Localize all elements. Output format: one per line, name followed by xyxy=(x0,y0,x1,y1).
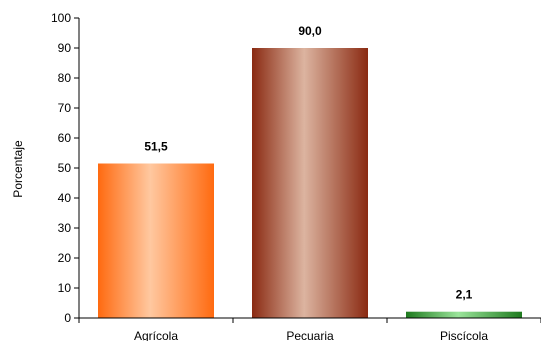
bars: 51,5 90,0 2,1 xyxy=(98,24,522,318)
y-tick-label: 70 xyxy=(58,101,72,115)
x-category-label: Agrícola xyxy=(134,329,178,341)
bar-agrícola xyxy=(98,163,214,318)
x-axis: Agrícola Pecuaria Piscícola xyxy=(78,318,541,341)
bar-piscícola xyxy=(406,311,522,318)
y-tick-label: 40 xyxy=(58,191,72,205)
y-tick-label: 80 xyxy=(58,71,72,85)
y-tick-label: 100 xyxy=(51,11,71,25)
x-category-label: Piscícola xyxy=(440,329,488,341)
data-label: 51,5 xyxy=(144,140,168,154)
y-tick-label: 30 xyxy=(58,221,72,235)
data-label: 2,1 xyxy=(456,288,473,302)
data-label: 90,0 xyxy=(298,24,322,38)
y-tick-label: 90 xyxy=(58,41,72,55)
y-tick-label: 50 xyxy=(58,161,72,175)
y-tick-label: 10 xyxy=(58,281,72,295)
y-tick-label: 20 xyxy=(58,251,72,265)
x-category-label: Pecuaria xyxy=(286,329,334,341)
y-tick-label: 60 xyxy=(58,131,72,145)
bar-pecuaria xyxy=(252,48,368,318)
y-axis-label: Porcentaje xyxy=(11,140,25,198)
y-tick-label: 0 xyxy=(64,311,71,325)
y-axis: 0 10 20 30 40 50 60 70 80 90 100 xyxy=(51,11,79,325)
